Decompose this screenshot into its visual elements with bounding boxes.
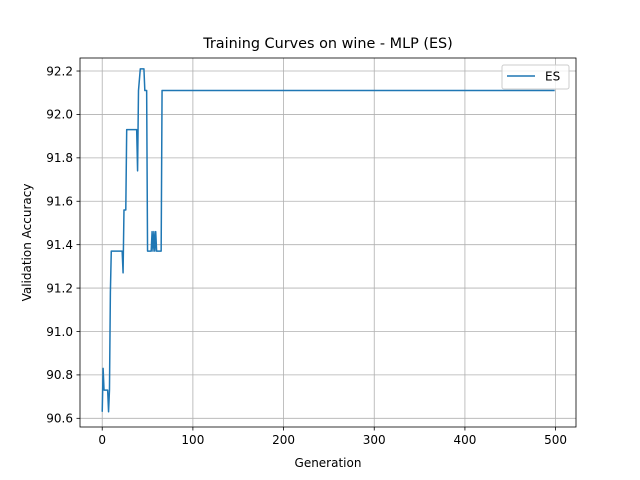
y-tick-label: 91.2 — [46, 281, 73, 295]
y-tick-label: 92.2 — [46, 64, 73, 78]
x-tick-label: 200 — [272, 433, 295, 447]
y-tick-label: 90.8 — [46, 368, 73, 382]
legend-label-es: ES — [545, 70, 560, 84]
plot-frame — [79, 57, 577, 428]
y-tick-label: 91.6 — [46, 195, 73, 209]
y-tick-label: 90.6 — [46, 412, 73, 426]
x-tick-label: 500 — [544, 433, 567, 447]
legend: ES — [501, 64, 570, 90]
y-tick-label: 91.4 — [46, 238, 73, 252]
series-layer — [101, 68, 555, 413]
x-tick-label: 0 — [98, 433, 106, 447]
series-line-es — [101, 68, 555, 413]
ticks: 0 100 200 300 400 500 90.6 90.8 91.0 91.2 91.4 91.6… — [46, 64, 567, 447]
x-tick-label: 300 — [363, 433, 386, 447]
y-tick-label: 91.8 — [46, 151, 73, 165]
y-axis-label: Validation Accuracy — [20, 184, 34, 302]
legend-box — [501, 64, 570, 90]
x-tick-label: 400 — [453, 433, 476, 447]
grid — [80, 58, 576, 427]
y-tick-label: 92.0 — [46, 108, 73, 122]
y-tick-label: 91.0 — [46, 325, 73, 339]
x-axis-label: Generation — [295, 456, 362, 470]
chart-title: Training Curves on wine - MLP (ES) — [202, 36, 453, 52]
x-tick-label: 100 — [181, 433, 204, 447]
